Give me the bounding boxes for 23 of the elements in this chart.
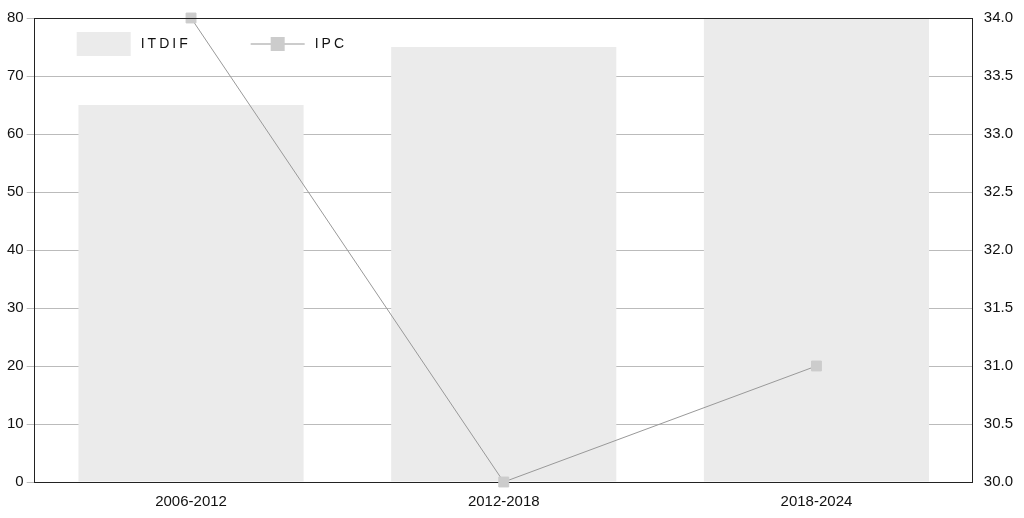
y-tick-label: 70 [7,66,24,84]
y-tick-label: 80 [7,8,24,26]
y2-tick-label: 33.0 [983,124,1014,142]
y-tick-label: 40 [7,240,24,258]
x-tick-label: 2006-2012 [155,492,227,510]
x-tick-label: 2012-2018 [467,492,540,510]
legend-label: IPC [314,34,348,51]
x-tick-label: 2018-2024 [780,492,853,510]
y-tick-label: 20 [7,356,24,374]
y2-tick-label: 32.5 [983,182,1014,200]
y-tick-label: 30 [7,298,24,316]
y2-tick-label: 31.5 [983,298,1014,316]
y-tick-label: 50 [7,182,24,200]
y-tick-label: 60 [7,124,24,142]
legend-label: ITDIF [140,34,191,51]
y2-tick-label: 31.0 [983,356,1014,374]
y2-tick-label: 30.0 [983,472,1014,490]
y-tick-label: 0 [15,472,24,490]
y2-tick-label: 34.0 [983,8,1014,26]
y2-tick-label: 30.5 [983,414,1014,432]
y2-tick-label: 32.0 [983,240,1014,258]
y2-tick-label: 33.5 [983,66,1014,84]
y-tick-label: 10 [7,414,24,432]
